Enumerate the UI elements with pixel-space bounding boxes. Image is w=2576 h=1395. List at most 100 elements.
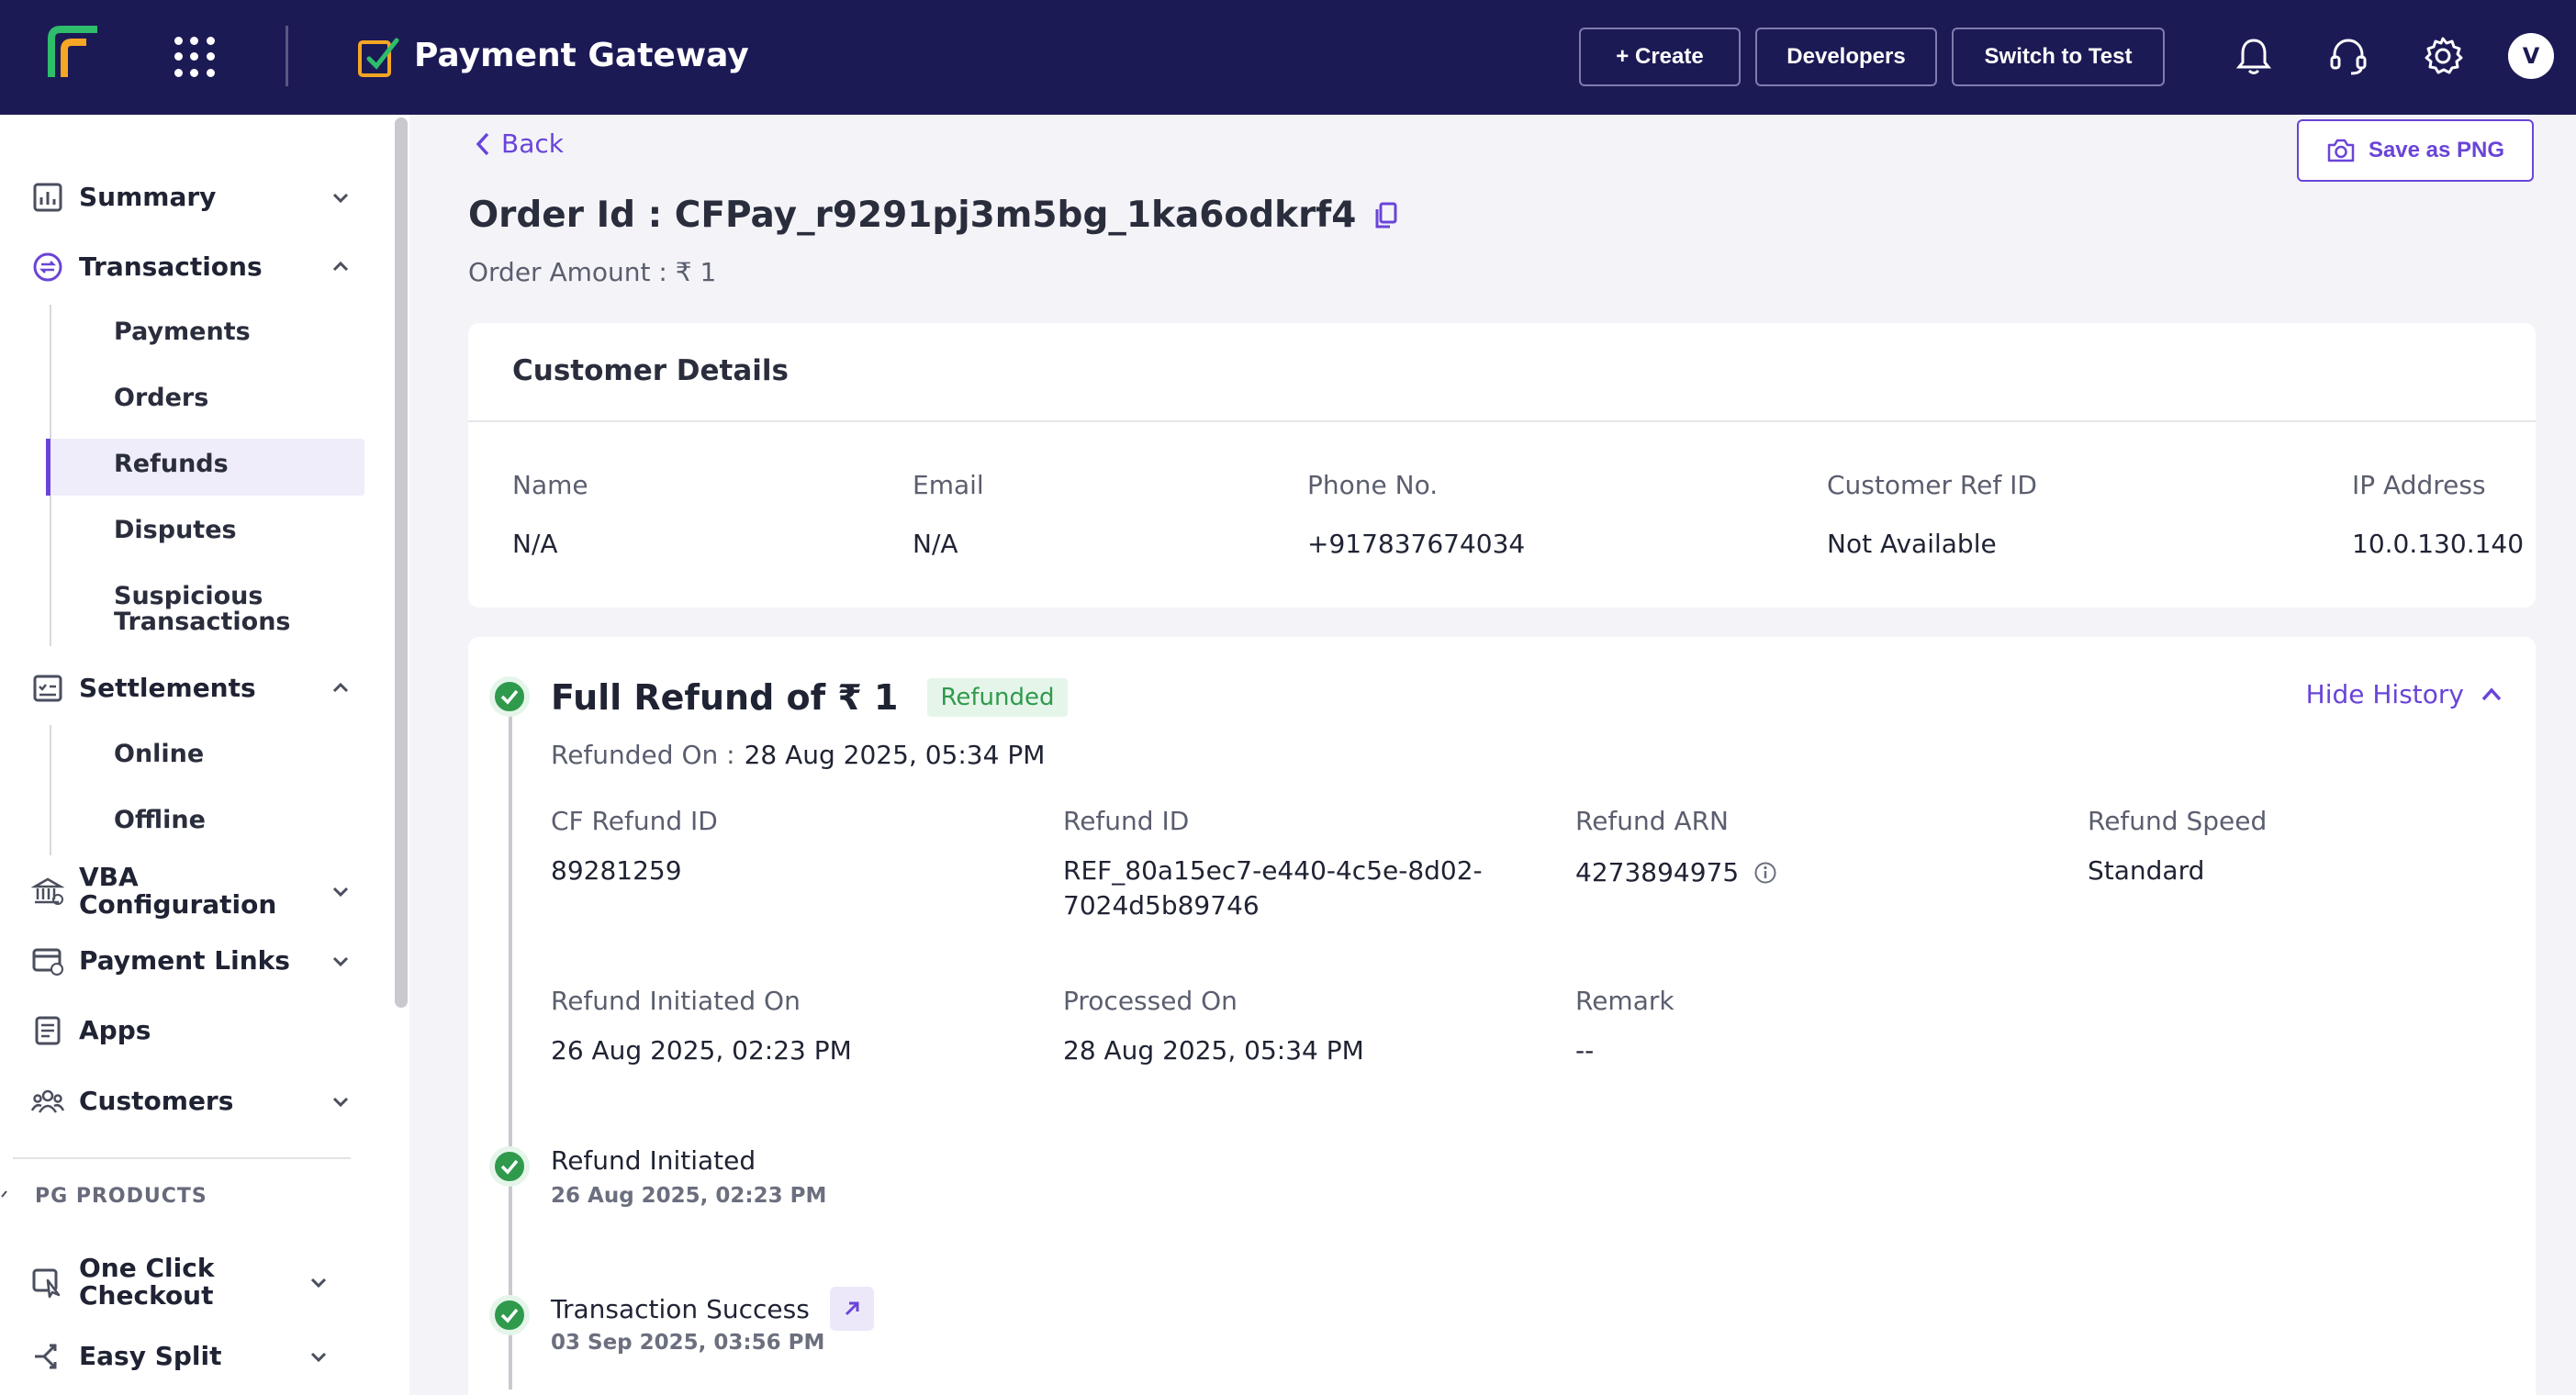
sidebar-sub-disputes[interactable]: Disputes [114, 516, 237, 544]
top-bar: Payment Gateway + Create Developers Swit… [0, 0, 2576, 115]
sidebar-item-transactions[interactable]: Transactions [31, 244, 353, 290]
chevron-up-icon[interactable] [329, 255, 353, 279]
refund-initiated-value: 26 Aug 2025, 02:23 PM [551, 1035, 852, 1066]
order-id-text: Order Id : CFPay_r9291pj3m5bg_1ka6odkrf4 [468, 195, 1357, 236]
sidebar-sub-refunds[interactable]: Refunds [114, 450, 229, 478]
active-item-highlight [46, 439, 364, 496]
customers-group-icon [31, 1089, 64, 1113]
collapse-caret-icon[interactable] [0, 1188, 13, 1200]
hide-history-label: Hide History [2305, 679, 2464, 709]
sidebar-item-one-click-checkout[interactable]: One Click Checkout [31, 1254, 353, 1311]
refund-arn: 4273894975 [1575, 857, 1777, 887]
switch-to-test-button[interactable]: Switch to Test [1952, 28, 2165, 86]
refund-id-value-line1: REF_80a15ec7-e440-4c5e-8d02- [1063, 855, 1483, 886]
open-transaction-button[interactable] [829, 1287, 874, 1331]
sidebar-separator [13, 1157, 351, 1159]
sidebar-item-payment-links[interactable]: Payment Links [31, 938, 353, 984]
customer-details-card: Customer Details Name N/A Email N/A Phon… [468, 323, 2536, 608]
bell-icon[interactable] [2233, 35, 2275, 77]
sidebar-sub-suspicious[interactable]: Suspicious Transactions [114, 582, 291, 636]
timeline-event-date: 26 Aug 2025, 02:23 PM [551, 1184, 827, 1208]
sidebar-sub-offline[interactable]: Offline [114, 806, 206, 834]
chevron-down-icon[interactable] [307, 1345, 330, 1368]
sidebar-item-summary[interactable]: Summary [31, 174, 353, 220]
active-item-indicator [46, 439, 50, 496]
name-label: Name [512, 470, 588, 500]
ip-label: IP Address [2352, 470, 2486, 500]
split-arrows-icon [35, 1344, 57, 1369]
timeline-event-date: 03 Sep 2025, 03:56 PM [551, 1331, 825, 1355]
cashfree-logo-icon[interactable] [46, 26, 101, 81]
save-as-png-button[interactable]: Save as PNG [2297, 119, 2534, 182]
refund-card: Full Refund of ₹ 1 Refunded Hide History… [468, 637, 2536, 1395]
sidebar-item-vba-configuration[interactable]: VBA Configuration [31, 864, 353, 919]
sidebar-sub-orders[interactable]: Orders [114, 384, 209, 412]
summary-chart-icon [33, 183, 62, 212]
chevron-down-icon[interactable] [329, 879, 353, 903]
sidebar-scrollbar[interactable] [395, 117, 408, 1008]
remark-value: -- [1575, 1035, 1595, 1066]
payment-link-card-icon [32, 948, 63, 976]
developers-button[interactable]: Developers [1755, 28, 1937, 86]
create-button[interactable]: + Create [1579, 28, 1741, 86]
one-click-checkout-icon [32, 1268, 61, 1299]
camera-icon [2327, 139, 2355, 162]
save-label: Save as PNG [2368, 138, 2505, 162]
card-divider [468, 420, 2536, 422]
sidebar-item-settlements[interactable]: Settlements [31, 665, 353, 711]
back-link[interactable]: Back [474, 128, 564, 159]
refund-id-label: Refund ID [1063, 806, 1190, 836]
timeline-event: Transaction Success [551, 1287, 874, 1331]
sidebar-label: Customers [79, 1086, 234, 1116]
chevron-down-icon[interactable] [307, 1270, 330, 1294]
sidebar-item-easy-split[interactable]: Easy Split [31, 1334, 353, 1379]
header-divider [286, 26, 288, 86]
order-id-title: Order Id : CFPay_r9291pj3m5bg_1ka6odkrf4 [468, 195, 1398, 236]
chevron-down-icon[interactable] [329, 1089, 353, 1113]
sidebar-item-apps[interactable]: Apps [31, 1008, 353, 1054]
support-headset-icon[interactable] [2327, 35, 2369, 77]
chevron-up-icon[interactable] [329, 676, 353, 700]
hide-history-toggle[interactable]: Hide History [2306, 679, 2504, 709]
customer-ref-label: Customer Ref ID [1827, 470, 2037, 500]
processed-on-label: Processed On [1063, 986, 1238, 1016]
email-label: Email [913, 470, 984, 500]
refund-speed-label: Refund Speed [2088, 806, 2268, 836]
sidebar-label: VBA Configuration [79, 862, 277, 920]
timeline-line [509, 692, 512, 1389]
refund-title-text: Full Refund of ₹ 1 [551, 677, 899, 718]
product-title: Payment Gateway [414, 37, 749, 74]
copy-icon[interactable] [1372, 201, 1398, 230]
sidebar-label: Apps [79, 1015, 151, 1045]
apps-document-icon [35, 1016, 61, 1045]
refund-arn-value: 4273894975 [1575, 857, 1740, 887]
cf-refund-id-label: CF Refund ID [551, 806, 718, 836]
sidebar-sub-online[interactable]: Online [114, 740, 205, 768]
bank-icon [31, 877, 64, 905]
check-circle-icon [489, 676, 530, 717]
chevron-down-icon[interactable] [329, 949, 353, 973]
refunded-on: Refunded On : 28 Aug 2025, 05:34 PM [551, 740, 1045, 770]
user-avatar[interactable]: V [2508, 33, 2554, 79]
settings-gear-icon[interactable] [2422, 35, 2464, 77]
info-icon[interactable] [1753, 861, 1777, 885]
sidebar-label: One Click Checkout [79, 1253, 215, 1311]
phone-label: Phone No. [1307, 470, 1439, 500]
status-badge: Refunded [927, 678, 1068, 717]
customer-ref-value: Not Available [1827, 529, 1997, 559]
chevron-down-icon[interactable] [329, 185, 353, 209]
sidebar-label: Easy Split [79, 1341, 222, 1371]
check-circle-icon [489, 1146, 530, 1187]
name-value: N/A [512, 529, 558, 559]
refunded-on-label: Refunded On : [551, 740, 735, 770]
processed-on-value: 28 Aug 2025, 05:34 PM [1063, 1035, 1364, 1066]
sidebar-sub-payments[interactable]: Payments [114, 318, 251, 346]
remark-label: Remark [1575, 986, 1674, 1016]
tree-line [50, 725, 51, 855]
apps-grid-icon[interactable] [174, 37, 215, 77]
sidebar-item-customers[interactable]: Customers [31, 1078, 353, 1124]
sidebar [0, 115, 409, 1395]
refund-initiated-label: Refund Initiated On [551, 986, 801, 1016]
refund-id-value-line2: 7024d5b89746 [1063, 890, 1260, 921]
sidebar-label: Summary [79, 182, 217, 212]
